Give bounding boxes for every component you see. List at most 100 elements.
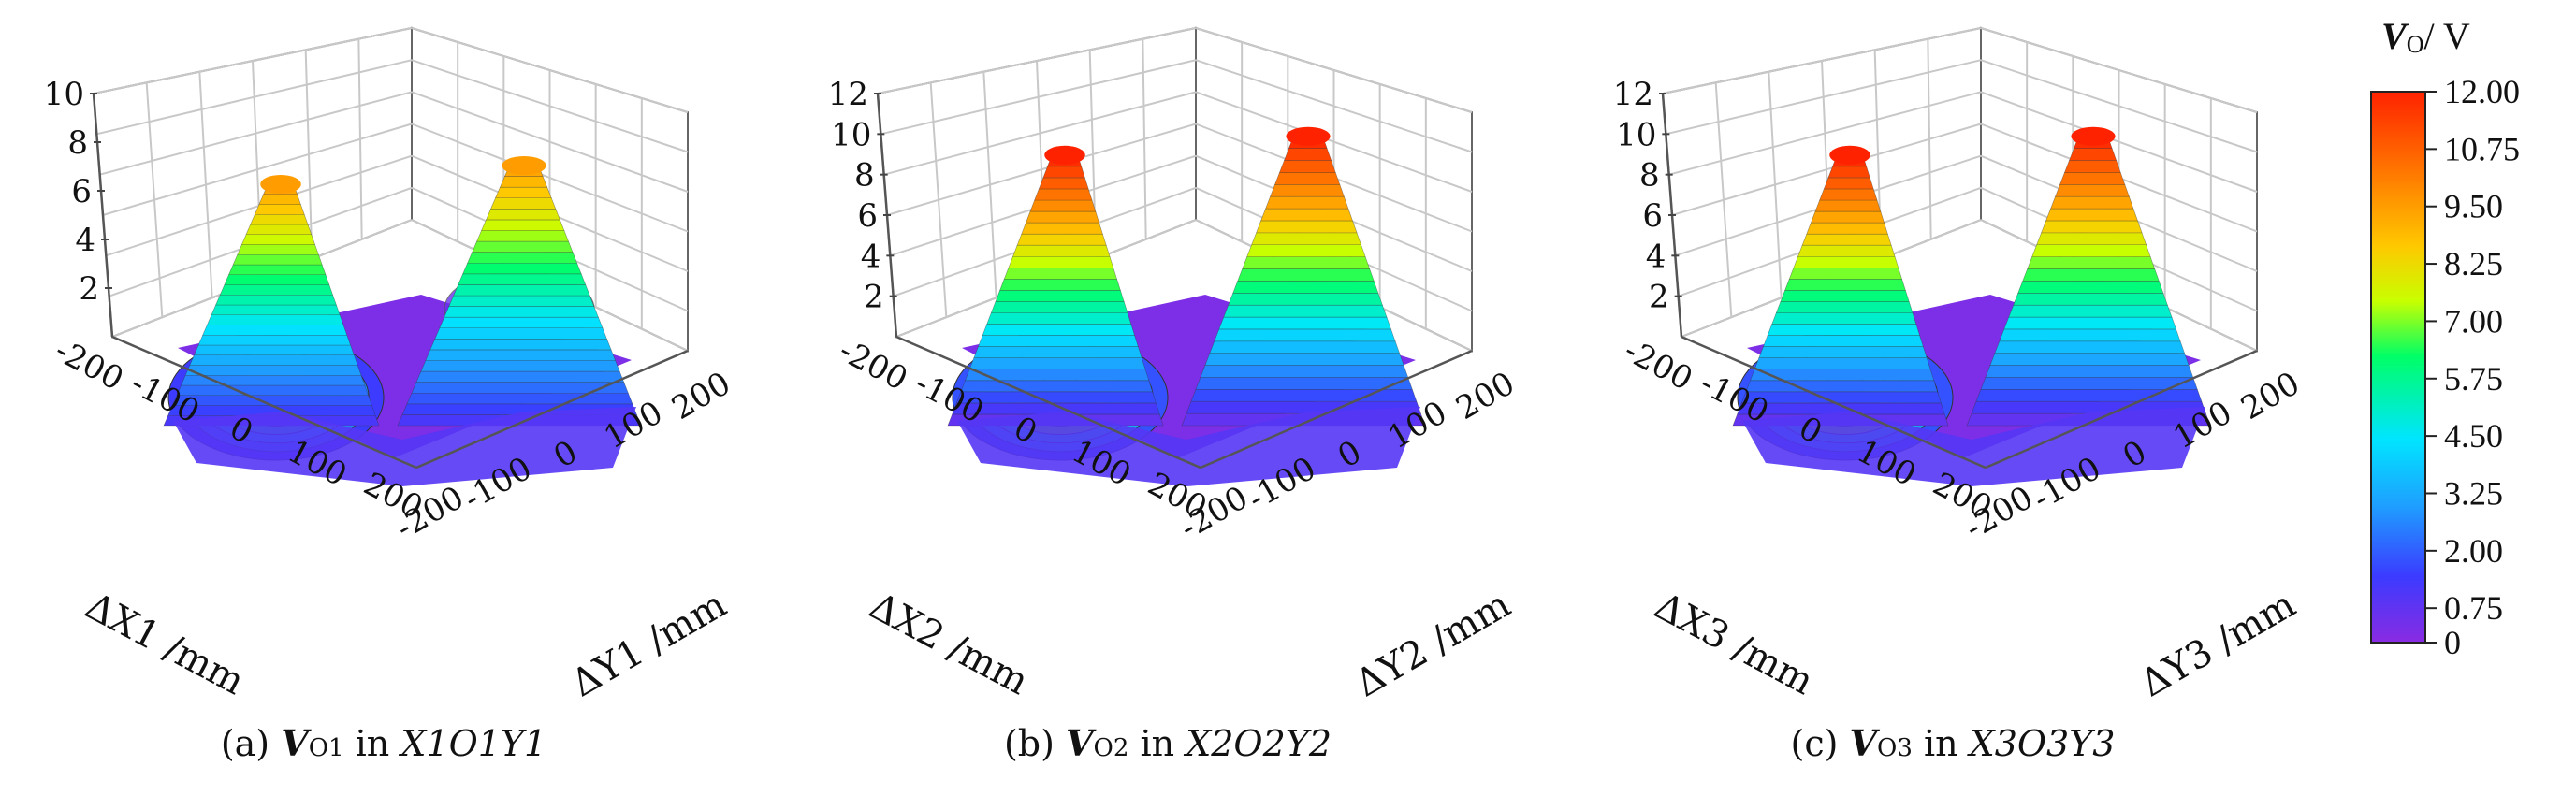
surface-band-left <box>1810 210 1885 224</box>
surface-band-right <box>1260 208 1353 222</box>
axis-y-edge <box>415 349 689 470</box>
surface-band-left <box>1788 267 1903 280</box>
surface-band-left <box>1793 255 1899 268</box>
surface-band-right <box>444 306 599 318</box>
surface-band-right <box>1270 184 1345 197</box>
surface-band-right <box>1214 328 1396 342</box>
surface-band-right <box>1980 377 2198 390</box>
surface-band-left <box>1003 267 1118 280</box>
z-tick-label: 4 <box>1646 238 1666 275</box>
wall-gridline <box>929 82 948 318</box>
z-tick-label: 10 <box>44 76 84 113</box>
surface-band-left <box>1814 199 1882 212</box>
surface-band-right <box>476 230 569 242</box>
z-tick-label: 10 <box>831 116 871 153</box>
colorbar-tick-label: 4.50 <box>2444 417 2503 455</box>
surface-band-left <box>973 346 1142 359</box>
wall-gridline <box>1142 38 1147 239</box>
surface-band-right <box>495 186 552 199</box>
surface-saddle <box>957 407 1420 486</box>
caption-variable: V <box>1850 722 1881 764</box>
surface-band-left <box>237 244 319 255</box>
x-tick-label: -200 <box>833 332 913 398</box>
wall-gridline <box>198 71 213 298</box>
z-tick-label: 6 <box>1642 197 1663 235</box>
surface-band-left <box>1008 255 1114 268</box>
surface-band-right <box>2059 172 2126 185</box>
surface-band-left <box>193 344 355 356</box>
colorbar-tick-label: 0.75 <box>2444 589 2503 627</box>
surface-band-left <box>1754 357 1931 370</box>
surface-band-left <box>1042 166 1085 179</box>
surface-band-right <box>1190 389 1418 402</box>
caption-subscript: O2 <box>1094 734 1129 762</box>
surface-band-left <box>1780 290 1910 302</box>
z-tick-label: 6 <box>857 197 878 235</box>
surface-peak-left <box>260 175 301 194</box>
surface-band-left <box>184 365 362 376</box>
surface-band-left <box>1827 166 1870 179</box>
z-tick-label: 2 <box>864 279 884 316</box>
surface-band-right <box>2013 292 2168 306</box>
surface-band-right <box>1265 195 1349 210</box>
colorbar-title: VO/ V <box>2381 15 2470 58</box>
surface-band-left <box>211 304 341 316</box>
surface-band-left <box>1801 233 1892 246</box>
surface-band-right <box>481 219 565 231</box>
surface-band-left <box>224 274 330 285</box>
surface-band-right <box>1274 172 1341 185</box>
surface-saddle <box>1742 407 2205 486</box>
surface-peak-left <box>1829 145 1870 165</box>
y-tick-label: 200 <box>2234 365 2306 427</box>
colorbar: VO/ V 12.00 10.75 9.50 8.25 7.00 5.75 4.50 3.25… <box>2370 15 2520 661</box>
axis-x-edge <box>1681 335 1987 470</box>
wall-gridline <box>982 71 997 298</box>
caption-prefix: (b) <box>1004 723 1066 764</box>
surface-band-right <box>2031 244 2151 257</box>
colorbar-tick-label: 8.25 <box>2444 245 2503 282</box>
z-tick-label: 2 <box>1649 279 1669 316</box>
caption-plane: X1O1Y1 <box>398 723 546 764</box>
x-axis-label: ΔX1 /mm <box>79 585 252 703</box>
surface-band-left <box>228 264 327 276</box>
surface-band-right <box>462 262 582 275</box>
colorbar-tick-label: 0 <box>2444 624 2461 661</box>
wall-gridline <box>304 50 313 259</box>
colorbar-tick-label: 10.75 <box>2444 130 2520 167</box>
x-axis-label: ΔX2 /mm <box>863 585 1036 703</box>
z-tick-label: 4 <box>75 222 95 259</box>
surface-band-right <box>1232 281 1379 294</box>
surface-band-right <box>458 273 587 285</box>
axis-y-edge <box>1985 349 2258 470</box>
surface-band-right <box>2069 148 2118 161</box>
surface-band-right <box>2055 184 2130 197</box>
surface-saddle <box>173 407 636 486</box>
surface-band-left <box>206 314 344 325</box>
caption-in: in <box>1913 723 1970 764</box>
surface-band-right <box>406 392 633 405</box>
surface-band-left <box>1775 301 1914 313</box>
surface-band-left <box>1038 177 1089 190</box>
surface-band-right <box>1246 244 1366 257</box>
caption-prefix: (c) <box>1791 723 1850 764</box>
surface-band-right <box>429 339 612 351</box>
surface-band-right <box>1284 148 1332 161</box>
surface-band-right <box>1237 268 1375 282</box>
y-axis-label: ΔY2 /mm <box>1348 583 1518 705</box>
surface-band-left <box>1784 279 1906 291</box>
surface-band-right <box>1251 232 1362 246</box>
caption-variable: V <box>1066 722 1097 764</box>
surface-band-right <box>1228 292 1383 306</box>
surface-band-right <box>2022 268 2160 282</box>
surface-band-left <box>990 301 1128 313</box>
panel-caption: (c) VO3 in X3O3Y3 <box>1791 722 2116 764</box>
caption-prefix: (a) <box>221 723 281 764</box>
surface-band-right <box>2008 304 2173 318</box>
panel-caption: (b) VO2 in X2O2Y2 <box>1004 722 1332 764</box>
surface-band-right <box>1994 340 2186 354</box>
wall-gridline <box>1714 82 1733 318</box>
colorbar-ticks: 12.00 10.75 9.50 8.25 7.00 5.75 4.50 3.25 2.00 0.… <box>2425 73 2520 661</box>
caption-in: in <box>1128 723 1186 764</box>
